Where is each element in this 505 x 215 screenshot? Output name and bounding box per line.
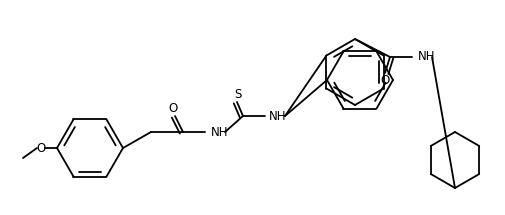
Text: O: O bbox=[168, 103, 177, 115]
Text: NH: NH bbox=[417, 51, 435, 63]
Text: O: O bbox=[380, 74, 389, 86]
Text: NH: NH bbox=[211, 126, 228, 138]
Text: NH: NH bbox=[269, 109, 286, 123]
Text: O: O bbox=[36, 141, 45, 155]
Text: S: S bbox=[234, 89, 241, 101]
